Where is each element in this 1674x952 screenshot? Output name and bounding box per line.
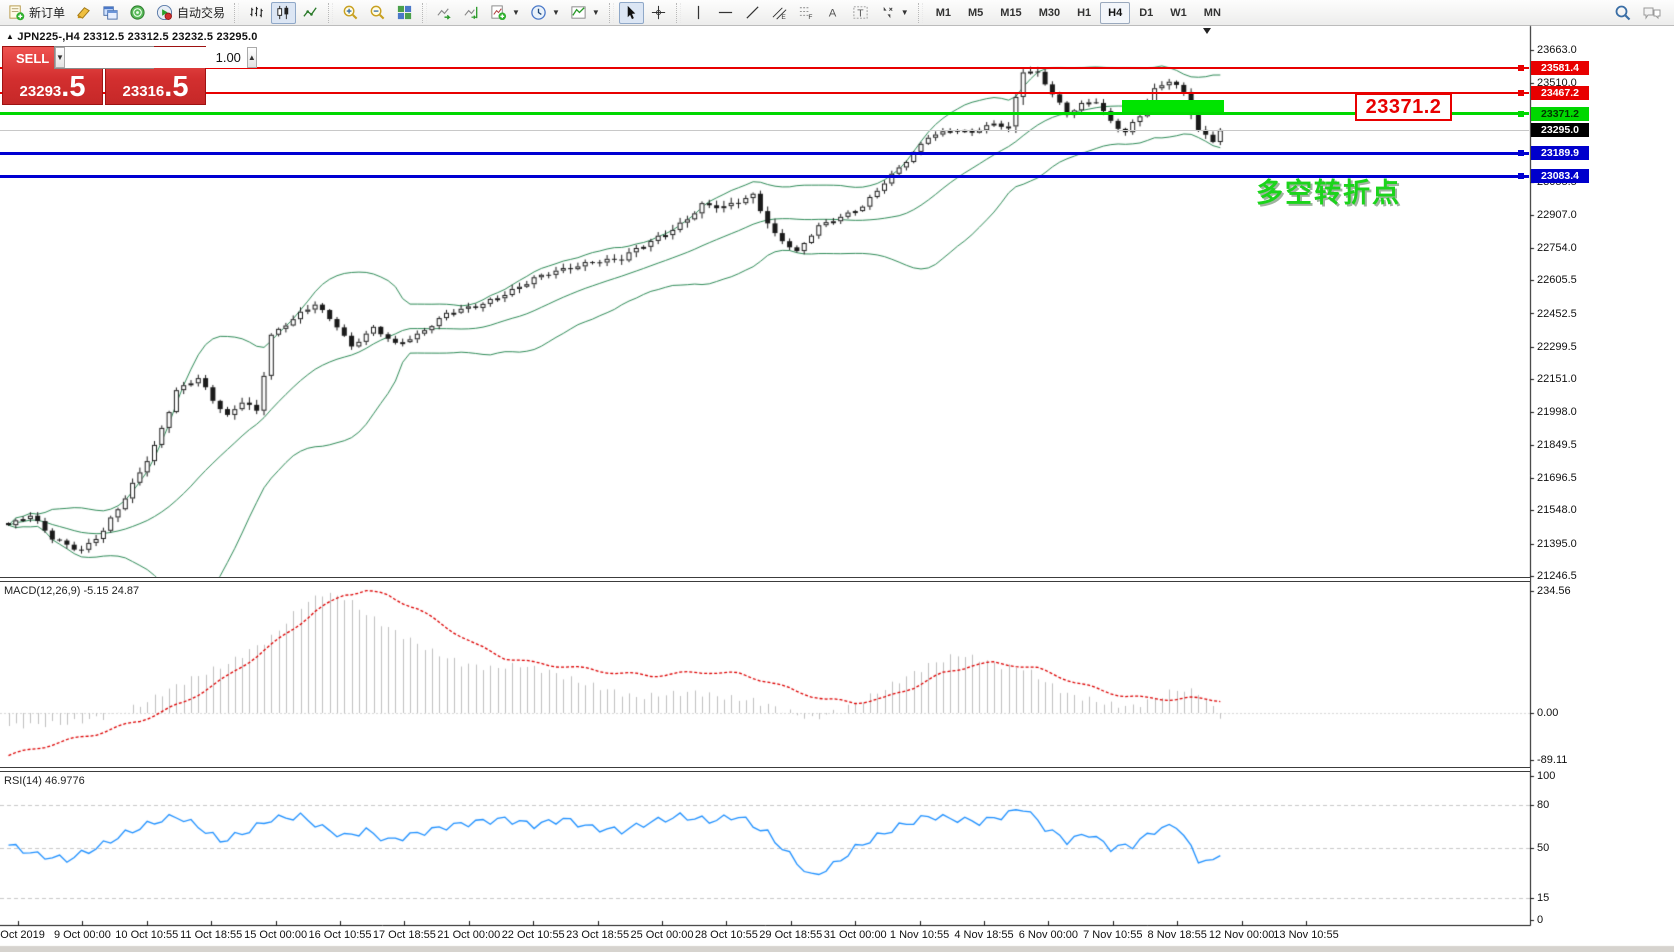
pivot-line-23371-price-label: 23371.2	[1531, 106, 1589, 121]
buy-price: 23316.5	[122, 71, 189, 103]
support-line-23083-handle[interactable]	[1518, 173, 1524, 180]
volume-decrease-button[interactable]: ▼	[55, 47, 65, 68]
rsi-panel-splitter[interactable]	[0, 767, 1530, 772]
current-price-line[interactable]	[0, 129, 1529, 131]
time-tick-label: 31 Oct 00:00	[823, 929, 887, 941]
pivot-line-23371-handle[interactable]	[1518, 110, 1524, 117]
price-tick: 21395.0	[1537, 537, 1577, 550]
pivot-highlight-rect[interactable]	[1122, 100, 1224, 112]
time-tick-label: 7 Nov 10:55	[1083, 929, 1143, 941]
ohlc-readout: 23312.5 23312.5 23232.5 23295.0	[83, 31, 258, 43]
sell-label: SELL	[16, 51, 50, 66]
resistance-line-23467-handle[interactable]	[1518, 89, 1524, 96]
time-tick-label: 16 Oct 10:55	[308, 929, 372, 941]
time-tick-label: 11 Oct 18:55	[180, 929, 243, 941]
pivot-line-23371[interactable]	[0, 112, 1529, 115]
time-tick-label: 7 Oct 2019	[0, 929, 45, 941]
current-price-line-price-label: 23295.0	[1531, 123, 1589, 138]
price-tick: 21548.0	[1537, 504, 1577, 517]
macd-panel-splitter[interactable]	[0, 577, 1530, 582]
time-tick-label: 10 Oct 10:55	[115, 929, 179, 941]
time-tick-label: 9 Oct 00:00	[53, 929, 111, 941]
price-tick: 21849.5	[1537, 438, 1577, 451]
resistance-line-23581-price-label: 23581.4	[1531, 60, 1589, 75]
one-click-trade-panel: SELL 23293.5 BUY 23316.5 ▼ ▲	[2, 46, 257, 105]
macd-axis-tick: 0.00	[1537, 707, 1559, 719]
resistance-line-23467[interactable]	[0, 91, 1529, 94]
support-line-23083[interactable]	[0, 174, 1529, 178]
sell-price: 23293.5	[19, 71, 86, 103]
callout-price: 23371.2	[1365, 95, 1442, 118]
symbol-timeframe: JPN225-,H4	[17, 31, 80, 43]
time-tick-label: 4 Nov 18:55	[954, 929, 1014, 941]
support-line-23083-price-label: 23083.4	[1531, 169, 1589, 184]
price-tick: 21696.5	[1537, 472, 1577, 484]
time-tick-label: 29 Oct 18:55	[759, 929, 823, 941]
rsi-axis-tick: 50	[1537, 842, 1550, 854]
volume-input[interactable]	[64, 47, 247, 68]
volume-control: ▼ ▲	[54, 46, 257, 69]
price-tick: 22151.0	[1537, 373, 1577, 386]
price-tick: 21998.0	[1537, 406, 1577, 419]
time-tick-label: 12 Nov 00:00	[1208, 929, 1275, 941]
chart-title: ▲ JPN225-,H4 23312.5 23312.5 23232.5 232…	[6, 31, 258, 43]
price-tick: 22605.5	[1537, 274, 1577, 287]
time-tick-label: 1 Nov 10:55	[889, 929, 950, 941]
support-line-23189-price-label: 23189.9	[1531, 146, 1589, 160]
price-tick: 22907.0	[1537, 208, 1577, 221]
macd-axis-tick: 234.56	[1537, 585, 1571, 597]
pivot-annotation-text[interactable]: 多空转折点	[1256, 178, 1401, 208]
price-tick: 22299.5	[1537, 340, 1577, 353]
sell-button[interactable]: SELL 23293.5	[2, 46, 103, 105]
time-tick-label: 6 Nov 00:00	[1018, 929, 1079, 941]
time-tick-label: 15 Oct 00:00	[244, 929, 308, 941]
support-line-23189[interactable]	[0, 151, 1529, 155]
time-tick-label: 13 Nov 10:55	[1273, 929, 1339, 941]
resistance-line-23581[interactable]	[0, 66, 1529, 69]
rsi-indicator-label: RSI(14) 46.9776	[4, 775, 85, 787]
macd-indicator-label: MACD(12,26,9) -5.15 24.87	[4, 585, 140, 597]
price-tick: 22452.5	[1537, 307, 1577, 320]
time-tick-label: 21 Oct 00:00	[437, 929, 501, 941]
last-bar-marker	[1203, 28, 1211, 34]
rsi-axis-tick: 100	[1537, 770, 1556, 782]
price-tick: 21246.5	[1537, 570, 1577, 582]
collapse-triangle-icon: ▲	[6, 32, 15, 41]
volume-increase-button[interactable]: ▲	[246, 47, 257, 68]
time-tick-label: 23 Oct 18:55	[566, 929, 630, 941]
time-tick-label: 25 Oct 00:00	[630, 929, 694, 941]
price-tick: 23663.0	[1537, 44, 1577, 56]
time-tick-label: 22 Oct 10:55	[501, 929, 565, 941]
resistance-line-23467-price-label: 23467.2	[1531, 85, 1589, 100]
time-tick-label: 8 Nov 18:55	[1147, 929, 1207, 941]
resistance-line-23581-handle[interactable]	[1518, 64, 1524, 71]
time-tick-label: 28 Oct 10:55	[694, 929, 758, 941]
price-callout-box[interactable]: 23371.2	[1355, 93, 1452, 121]
time-tick-label: 17 Oct 18:55	[372, 929, 436, 941]
macd-axis-tick: -89.11	[1537, 754, 1568, 766]
rsi-axis-tick: 0	[1537, 914, 1544, 926]
rsi-axis-tick: 15	[1537, 892, 1550, 905]
rsi-axis-tick: 80	[1537, 798, 1550, 811]
price-tick: 22754.0	[1537, 241, 1577, 254]
support-line-23189-handle[interactable]	[1518, 150, 1524, 156]
